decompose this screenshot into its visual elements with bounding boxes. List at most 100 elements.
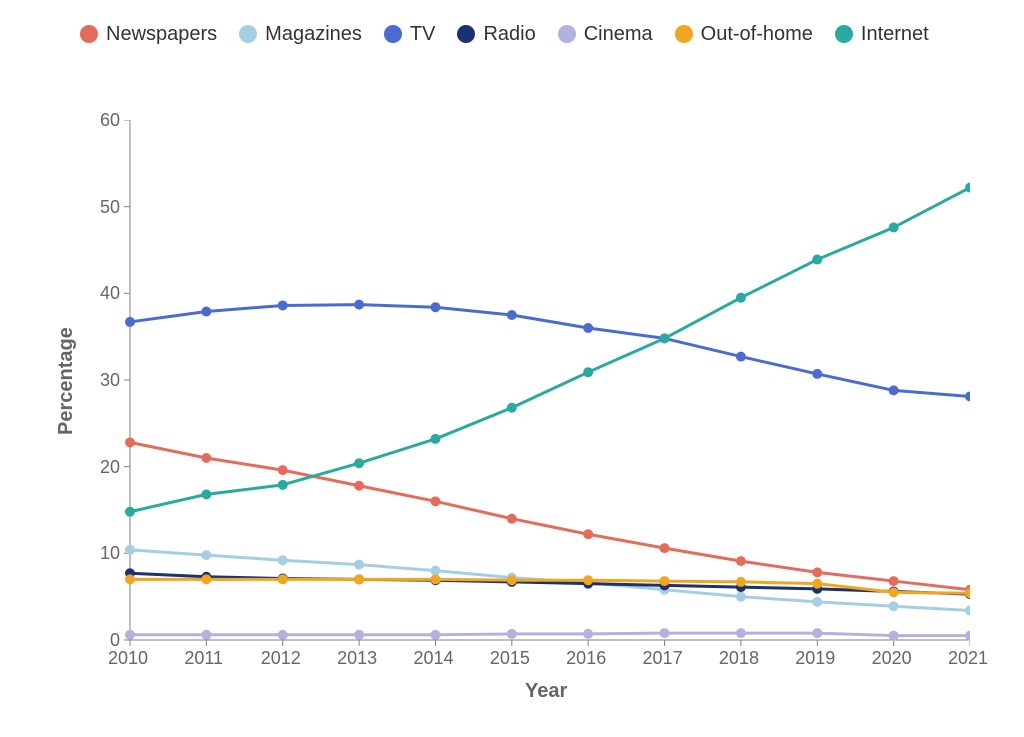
x-tick-label: 2017 (643, 648, 683, 669)
series-marker[interactable] (812, 567, 822, 577)
series-marker[interactable] (889, 222, 899, 232)
legend-item[interactable]: Magazines (239, 20, 362, 48)
series-marker[interactable] (889, 576, 899, 586)
series-marker[interactable] (201, 630, 211, 640)
x-tick-label: 2010 (108, 648, 148, 669)
series-marker[interactable] (354, 630, 364, 640)
series-marker[interactable] (278, 630, 288, 640)
series-marker[interactable] (201, 307, 211, 317)
y-axis-label: Percentage (55, 327, 78, 435)
chart-svg (122, 120, 970, 648)
series-marker[interactable] (201, 453, 211, 463)
series-marker[interactable] (583, 529, 593, 539)
y-tick-label: 30 (80, 370, 120, 391)
series-marker[interactable] (430, 574, 440, 584)
series-marker[interactable] (736, 352, 746, 362)
x-tick-label: 2021 (948, 648, 988, 669)
series-line (130, 633, 970, 636)
series-marker[interactable] (430, 566, 440, 576)
series-marker[interactable] (125, 630, 135, 640)
series-marker[interactable] (583, 575, 593, 585)
series-marker[interactable] (278, 465, 288, 475)
series-marker[interactable] (278, 300, 288, 310)
series-marker[interactable] (965, 606, 970, 616)
series-marker[interactable] (354, 574, 364, 584)
series-marker[interactable] (430, 302, 440, 312)
series-marker[interactable] (812, 628, 822, 638)
x-tick-label: 2011 (184, 648, 223, 669)
x-tick-label: 2014 (413, 648, 453, 669)
legend-item[interactable]: Radio (457, 20, 535, 48)
series-marker[interactable] (812, 255, 822, 265)
plot-area (130, 120, 970, 640)
series-marker[interactable] (430, 630, 440, 640)
series-line (130, 442, 970, 589)
series-marker[interactable] (430, 496, 440, 506)
legend-item[interactable]: Newspapers (80, 20, 217, 48)
series-marker[interactable] (430, 434, 440, 444)
series-marker[interactable] (889, 587, 899, 597)
x-tick-label: 2012 (261, 648, 301, 669)
series-marker[interactable] (736, 628, 746, 638)
series-marker[interactable] (736, 556, 746, 566)
series-marker[interactable] (125, 437, 135, 447)
series-marker[interactable] (278, 574, 288, 584)
series-marker[interactable] (507, 514, 517, 524)
series-marker[interactable] (889, 601, 899, 611)
media-share-line-chart: Newspapers Magazines TV Radio Cinema Out-of-h… (0, 0, 1024, 737)
series-line (130, 305, 970, 397)
series-marker[interactable] (583, 323, 593, 333)
series-marker[interactable] (507, 629, 517, 639)
series-marker[interactable] (278, 480, 288, 490)
series-marker[interactable] (125, 507, 135, 517)
series-marker[interactable] (660, 628, 670, 638)
legend-item[interactable]: TV (384, 20, 436, 48)
series-marker[interactable] (125, 317, 135, 327)
series-marker[interactable] (201, 574, 211, 584)
series-marker[interactable] (507, 575, 517, 585)
x-tick-label: 2013 (337, 648, 377, 669)
series-marker[interactable] (125, 545, 135, 555)
series-marker[interactable] (965, 631, 970, 641)
y-tick-label: 50 (80, 197, 120, 218)
series-marker[interactable] (278, 555, 288, 565)
legend-swatch (675, 25, 693, 43)
legend-swatch (80, 25, 98, 43)
legend-item[interactable]: Cinema (558, 20, 653, 48)
series-marker[interactable] (583, 367, 593, 377)
legend-label: TV (410, 20, 436, 48)
legend-label: Internet (861, 20, 929, 48)
legend-label: Magazines (265, 20, 362, 48)
series-marker[interactable] (354, 300, 364, 310)
series-marker[interactable] (354, 560, 364, 570)
series-marker[interactable] (201, 550, 211, 560)
x-tick-label: 2016 (566, 648, 606, 669)
series-marker[interactable] (201, 489, 211, 499)
series-marker[interactable] (812, 579, 822, 589)
series-marker[interactable] (965, 391, 970, 401)
x-axis-label: Year (525, 680, 567, 703)
series-marker[interactable] (125, 574, 135, 584)
series-marker[interactable] (889, 385, 899, 395)
series-marker[interactable] (354, 458, 364, 468)
series-marker[interactable] (736, 592, 746, 602)
series-marker[interactable] (812, 369, 822, 379)
series-marker[interactable] (354, 481, 364, 491)
series-marker[interactable] (812, 597, 822, 607)
series-marker[interactable] (660, 576, 670, 586)
y-tick-label: 40 (80, 283, 120, 304)
series-marker[interactable] (507, 310, 517, 320)
series-marker[interactable] (736, 293, 746, 303)
series-marker[interactable] (507, 403, 517, 413)
series-marker[interactable] (660, 333, 670, 343)
legend-swatch (558, 25, 576, 43)
series-marker[interactable] (889, 631, 899, 641)
series-marker[interactable] (583, 629, 593, 639)
chart-legend: Newspapers Magazines TV Radio Cinema Out-of-h… (80, 20, 984, 48)
legend-item[interactable]: Internet (835, 20, 929, 48)
series-marker[interactable] (736, 577, 746, 587)
series-line (130, 188, 970, 512)
series-marker[interactable] (660, 543, 670, 553)
legend-swatch (384, 25, 402, 43)
legend-item[interactable]: Out-of-home (675, 20, 813, 48)
